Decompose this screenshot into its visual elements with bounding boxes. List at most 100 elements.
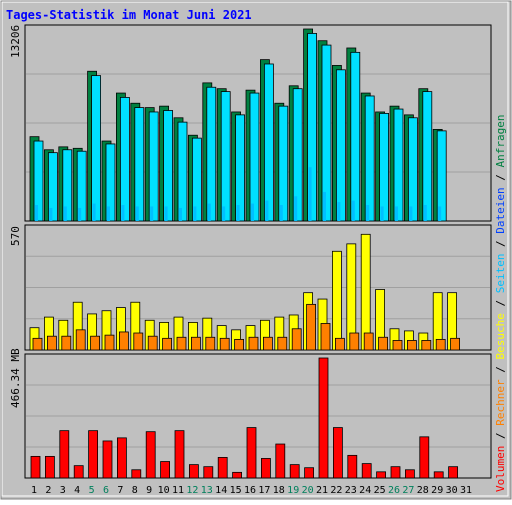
bar-rechner-day-24 xyxy=(363,332,374,351)
x-tick-label-day-8: 8 xyxy=(132,485,138,496)
chart-frame-shadow xyxy=(1,1,509,497)
bar-volumen-day-5 xyxy=(88,430,98,479)
bar-volumen-day-8 xyxy=(131,469,142,479)
bar-volumen-day-25 xyxy=(376,471,387,479)
bar-dateien-day-6 xyxy=(105,143,116,222)
bar-dateien-day-7 xyxy=(120,97,130,222)
bar-volumen-day-26 xyxy=(390,466,401,479)
bar-dateien-day-9 xyxy=(148,111,159,222)
x-tick-label-day-7: 7 xyxy=(117,485,123,496)
x-tick-label-day-13: 13 xyxy=(201,485,213,496)
bar-volumen-day-18 xyxy=(275,443,286,479)
ymax-label-visits: 570 xyxy=(9,226,22,246)
bar-dateien-day-20 xyxy=(307,33,318,222)
x-tick-label-day-6: 6 xyxy=(103,485,109,496)
bar-dateien-day-18 xyxy=(278,105,289,222)
bar-volumen-day-27 xyxy=(404,469,415,479)
bar-volumen-day-16 xyxy=(246,427,257,479)
bar-rechner-day-18 xyxy=(277,336,288,351)
bar-volumen-day-6 xyxy=(102,440,113,479)
x-tick-label-day-27: 27 xyxy=(402,485,414,496)
bar-rechner-day-5 xyxy=(90,335,100,351)
bar-rechner-day-12 xyxy=(190,336,201,351)
bar-volumen-day-12 xyxy=(188,464,199,479)
bar-rechner-day-3 xyxy=(61,335,72,351)
bar-seiten-day-17 xyxy=(265,200,269,221)
bar-rechner-day-11 xyxy=(176,336,187,351)
bar-seiten-day-29 xyxy=(438,206,442,221)
y-axis-max-labels: 13206 570 466.34 MB xyxy=(9,25,22,408)
bar-besuche-day-22 xyxy=(331,250,342,351)
bar-rechner-day-22 xyxy=(334,337,345,351)
chart-title: Tages-Statistik im Monat Juni 2021 xyxy=(6,8,252,22)
bar-rechner-day-1 xyxy=(32,337,43,351)
bar-seiten-day-8 xyxy=(135,206,139,221)
bar-volumen-day-2 xyxy=(45,455,55,479)
bar-dateien-day-5 xyxy=(91,75,101,222)
bar-volumen-day-24 xyxy=(361,463,372,479)
bar-volumen-day-19 xyxy=(289,464,300,479)
bar-dateien-day-4 xyxy=(76,150,87,222)
panel-volume xyxy=(24,353,492,479)
bar-dateien-day-27 xyxy=(407,117,418,222)
x-tick-label-day-22: 22 xyxy=(330,485,342,496)
bar-volumen-day-28 xyxy=(419,436,430,479)
bar-dateien-day-16 xyxy=(249,92,260,222)
bar-seiten-day-14 xyxy=(222,206,226,221)
bar-rechner-day-20 xyxy=(306,303,317,351)
bar-dateien-day-25 xyxy=(379,113,390,222)
x-tick-label-day-4: 4 xyxy=(74,485,80,496)
bar-seiten-day-13 xyxy=(207,203,211,221)
bar-volumen-day-7 xyxy=(117,437,127,479)
x-tick-label-day-25: 25 xyxy=(374,485,386,496)
panel-visits xyxy=(24,224,492,351)
bar-dateien-day-24 xyxy=(364,95,375,222)
bar-volumen-day-15 xyxy=(232,471,243,479)
x-tick-label-day-20: 20 xyxy=(302,485,314,496)
legend-separator: / xyxy=(494,240,507,253)
bar-seiten-day-21 xyxy=(323,191,326,221)
bar-volumen-day-1 xyxy=(30,455,41,479)
bar-rechner-day-21 xyxy=(320,323,331,351)
bar-seiten-day-12 xyxy=(193,206,197,221)
bar-seiten-day-25 xyxy=(380,206,384,221)
legend-item-besuche: Besuche xyxy=(494,313,507,366)
bar-rechner-day-25 xyxy=(378,336,389,351)
bar-dateien-day-8 xyxy=(134,107,145,222)
bar-seiten-day-19 xyxy=(294,196,298,221)
bar-dateien-day-13 xyxy=(206,86,217,222)
bar-dateien-day-23 xyxy=(350,51,361,222)
legend-item-seiten: Seiten xyxy=(494,254,507,300)
bar-seiten-day-1 xyxy=(35,205,38,221)
bar-rechner-day-2 xyxy=(47,335,57,351)
bar-seiten-day-3 xyxy=(63,206,67,221)
bar-volumen-day-9 xyxy=(145,431,156,479)
x-tick-label-day-15: 15 xyxy=(230,485,242,496)
legend-item-rechner: Rechner xyxy=(494,379,507,432)
x-tick-label-day-21: 21 xyxy=(316,485,328,496)
legend-separator: / xyxy=(494,174,507,187)
bar-dateien-day-1 xyxy=(33,140,44,222)
x-tick-label-day-31: 31 xyxy=(460,485,472,496)
x-tick-label-day-24: 24 xyxy=(359,485,371,496)
bar-seiten-day-11 xyxy=(179,207,182,221)
bar-rechner-day-7 xyxy=(119,331,129,351)
bar-seiten-day-6 xyxy=(107,206,110,221)
x-tick-label-day-28: 28 xyxy=(417,485,429,496)
legend-item-volumen: Volumen xyxy=(494,446,507,492)
x-tick-label-day-1: 1 xyxy=(31,485,37,496)
bar-seiten-day-23 xyxy=(351,200,355,221)
bar-seiten-day-2 xyxy=(49,207,53,221)
x-tick-label-day-23: 23 xyxy=(345,485,357,496)
legend-text: Volumen / Rechner / Besuche / Seiten / D… xyxy=(494,114,507,492)
x-tick-label-day-9: 9 xyxy=(146,485,152,496)
bar-volumen-day-17 xyxy=(260,458,271,479)
bar-rechner-day-8 xyxy=(133,332,144,351)
x-tick-label-day-17: 17 xyxy=(258,485,270,496)
bar-dateien-day-3 xyxy=(62,149,73,222)
bar-dateien-day-15 xyxy=(235,114,246,222)
x-tick-label-day-29: 29 xyxy=(431,485,443,496)
bar-seiten-day-7 xyxy=(121,205,125,221)
